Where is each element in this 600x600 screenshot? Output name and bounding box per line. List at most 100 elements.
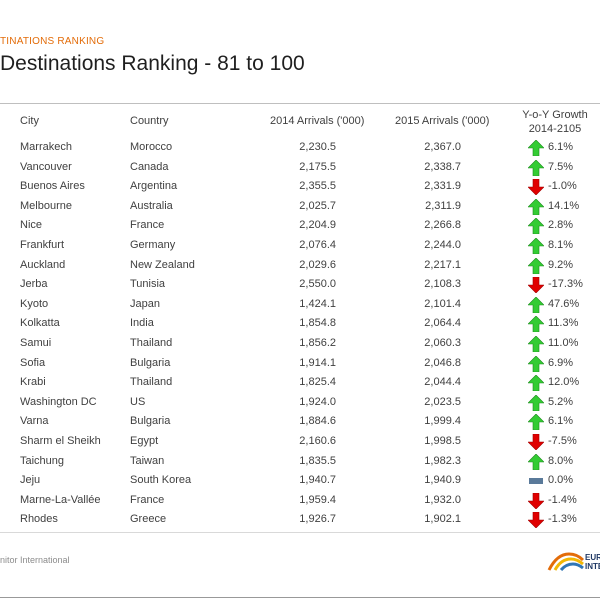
arrow-up-icon: [528, 159, 544, 176]
cell-country: Greece: [130, 513, 167, 526]
header-divider: [0, 103, 600, 104]
cell-city: Washington DC: [20, 395, 97, 408]
cell-arrivals-2014: 1,424.1: [299, 297, 336, 310]
cell-country: Argentina: [130, 180, 178, 193]
cell-city: Jeju: [20, 474, 41, 487]
arrow-up-icon: [528, 237, 544, 254]
cell-arrivals-2015: 2,217.1: [424, 258, 461, 271]
arrow-up-icon: [528, 414, 544, 431]
arrow-up-icon: [528, 453, 544, 470]
column-header-arrivals-2015: 2015 Arrivals ('000): [395, 115, 490, 127]
cell-arrivals-2014: 2,175.5: [299, 160, 336, 173]
cell-country: Taiwan: [130, 454, 165, 467]
cell-country: France: [130, 219, 165, 232]
cell-arrivals-2014: 2,160.6: [299, 434, 336, 447]
cell-country: Japan: [130, 297, 160, 310]
cell-country: Tunisia: [130, 278, 166, 291]
cell-arrivals-2015: 1,932.0: [424, 493, 461, 506]
arrow-up-icon: [528, 375, 544, 392]
cell-arrivals-2015: 2,101.4: [424, 297, 461, 310]
cell-growth: 9.2%: [548, 258, 574, 271]
arrow-up-icon: [528, 355, 544, 372]
table-row: Taichung Taiwan 1,835.5 1,982.3 8.0%: [0, 452, 600, 472]
table-body: Marrakech Morocco 2,230.5 2,367.0 6.1% Vancou…: [0, 138, 600, 530]
cell-arrivals-2014: 2,076.4: [299, 238, 336, 251]
cell-arrivals-2014: 2,230.5: [299, 141, 336, 153]
footer-divider: [0, 532, 600, 533]
cell-arrivals-2014: 1,854.8: [299, 317, 336, 330]
cell-arrivals-2015: 2,311.9: [425, 199, 461, 212]
cell-city: Auckland: [20, 258, 66, 271]
table-row: Jerba Tunisia 2,550.0 2,108.3 -17.3%: [0, 275, 600, 295]
cell-arrivals-2014: 1,914.1: [299, 356, 336, 369]
table-row: Marne-La-Vallée France 1,959.4 1,932.0 -1.4%: [0, 491, 600, 511]
cell-country: India: [130, 317, 154, 330]
arrow-down-icon: [528, 277, 544, 294]
table-row: Vancouver Canada 2,175.5 2,338.7 7.5%: [0, 158, 600, 178]
cell-country: Thailand: [130, 336, 173, 349]
arrow-up-icon: [528, 335, 544, 352]
column-header-arrivals-2014: 2014 Arrivals ('000): [270, 115, 365, 127]
cell-arrivals-2014: 1,825.4: [299, 376, 336, 389]
table-row: Kolkatta India 1,854.8 2,064.4 11.3%: [0, 314, 600, 334]
cell-growth: 47.6%: [548, 297, 580, 310]
cell-growth: 6.1%: [548, 141, 574, 153]
table-row: Melbourne Australia 2,025.7 2,311.9 14.1%: [0, 197, 600, 217]
cell-arrivals-2015: 2,023.5: [424, 395, 461, 408]
cell-country: Thailand: [130, 376, 173, 389]
cell-growth: -1.3%: [548, 513, 577, 526]
cell-arrivals-2014: 1,926.7: [299, 513, 336, 526]
cell-country: South Korea: [130, 474, 192, 487]
page-bottom-rule: [0, 597, 600, 598]
cell-arrivals-2014: 1,940.7: [299, 474, 336, 487]
cell-arrivals-2014: 1,884.6: [299, 415, 336, 428]
table-row: Sharm el Sheikh Egypt 2,160.6 1,998.5 -7.5%: [0, 432, 600, 452]
table-row: Varna Bulgaria 1,884.6 1,999.4 6.1%: [0, 412, 600, 432]
cell-arrivals-2015: 2,064.4: [424, 317, 461, 330]
cell-growth: 8.0%: [548, 454, 574, 467]
table-row: Washington DC US 1,924.0 2,023.5 5.2%: [0, 393, 600, 413]
cell-country: Germany: [130, 238, 176, 251]
table-row: Kyoto Japan 1,424.1 2,101.4 47.6%: [0, 295, 600, 315]
arrow-down-icon: [528, 433, 544, 450]
cell-growth: 5.2%: [548, 395, 574, 408]
cell-city: Rhodes: [20, 513, 58, 526]
cell-arrivals-2014: 1,924.0: [299, 395, 336, 408]
cell-city: Buenos Aires: [20, 180, 85, 193]
cell-growth: -7.5%: [548, 434, 577, 447]
cell-growth: 11.0%: [548, 336, 579, 349]
cell-country: Canada: [130, 160, 169, 173]
cell-country: Bulgaria: [130, 356, 171, 369]
cell-arrivals-2015: 2,367.0: [424, 141, 461, 153]
cell-country: Egypt: [130, 434, 159, 447]
cell-city: Marrakech: [20, 141, 72, 153]
cell-arrivals-2014: 2,204.9: [299, 219, 336, 232]
cell-city: Samui: [20, 336, 52, 349]
cell-country: France: [130, 493, 165, 506]
cell-city: Kyoto: [20, 297, 49, 310]
cell-country: US: [130, 395, 146, 408]
cell-growth: 14.1%: [548, 199, 580, 212]
source-credit: nitor International: [0, 555, 70, 565]
cell-growth: 7.5%: [548, 160, 574, 173]
cell-arrivals-2014: 1,835.5: [299, 454, 336, 467]
arrow-up-icon: [528, 316, 544, 333]
section-kicker: TINATIONS RANKING: [0, 36, 105, 47]
arrow-down-icon: [528, 512, 544, 529]
arrow-up-icon: [528, 218, 544, 235]
cell-city: Sharm el Sheikh: [20, 434, 101, 447]
cell-country: New Zealand: [130, 258, 195, 271]
cell-city: Jerba: [20, 278, 48, 291]
cell-city: Melbourne: [20, 199, 72, 212]
cell-growth: 11.3%: [548, 317, 579, 330]
cell-country: Bulgaria: [130, 415, 171, 428]
cell-arrivals-2015: 2,044.4: [424, 376, 461, 389]
column-header-growth: Y-o-Y Growth 2014-2105: [522, 109, 588, 135]
cell-arrivals-2014: 1,856.2: [299, 336, 336, 349]
table-row: Jeju South Korea 1,940.7 1,940.9 0.0%: [0, 471, 600, 491]
table-row: Buenos Aires Argentina 2,355.5 2,331.9 -1.0%: [0, 177, 600, 197]
cell-arrivals-2014: 2,025.7: [299, 199, 336, 212]
table-row: Rhodes Greece 1,926.7 1,902.1 -1.3%: [0, 510, 600, 530]
cell-growth: -17.3%: [548, 278, 583, 291]
table-row: Nice France 2,204.9 2,266.8 2.8%: [0, 216, 600, 236]
